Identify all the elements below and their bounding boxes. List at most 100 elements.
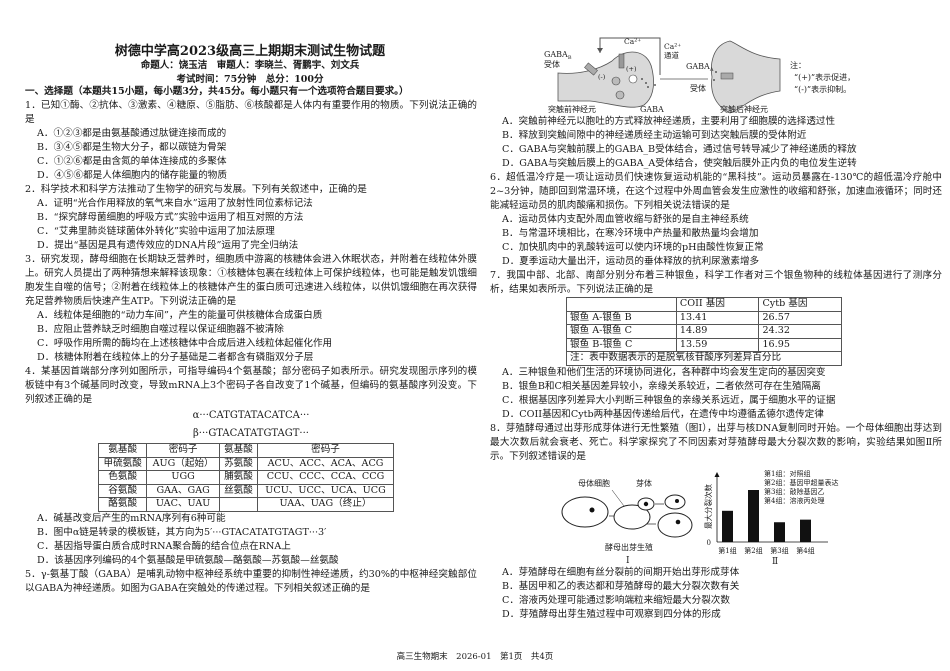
table-cell: CCU、CCC、CCA、CCG (257, 470, 394, 485)
yeast-cell (561, 496, 609, 528)
x-tick-label: 第1组 (718, 546, 736, 555)
table-cell (218, 497, 259, 512)
question-4-options: A．碱基改变后产生的mRNA序列有6种可能 B．图中α链是转录的模板链，其方向为5… (25, 512, 477, 568)
question-7: 7．我国中部、北部、南部分别分布着三种银鱼，科学工作者对三个银鱼物种的线粒体基因… (490, 269, 942, 297)
sequence-beta: β···GTACATATGTAGT··· (193, 428, 309, 439)
question-stem: 2．科学技术和科学方法推动了生物学的研究与发展。下列有关叙述中，正确的是 (25, 184, 367, 195)
answer-option: B．图中α链是转录的模板链，其方向为5′···GTACATATGTAGT···3… (37, 526, 327, 538)
answer-option: D．核糖体附着在线粒体上的分子基础是二者都含有磷脂双分子层 (37, 352, 314, 363)
table-header-cell: 密码子 (146, 443, 220, 458)
y-tick-0: 0 (707, 539, 711, 547)
table-row: 银鱼 A-银鱼 C 14.89 24.32 (566, 324, 842, 339)
answer-option: C．GABA与突触前膜上的GABA_B受体结合，通过信号转导减少了神经递质的释放 (502, 144, 857, 155)
question-5: 5．γ-氨基丁酸（GABA）是哺乳动物中枢神经系统中重要的抑制性神经递质，约30… (25, 568, 477, 596)
answer-option: C．基因指导蛋白质合成时RNA聚合酶的结合位点在RNA上 (37, 540, 291, 552)
question-2: 2．科学技术和科学方法推动了生物学的研究与发展。下列有关叙述中，正确的是 A．证明… (25, 183, 477, 253)
answer-option: B．“探究酵母菌细胞的呼吸方式”实验中运用了相互对照的方法 (37, 212, 304, 223)
bar-group-1 (722, 510, 733, 542)
answer-option: A．碱基改变后产生的mRNA序列有6种可能 (37, 512, 226, 524)
question-8-options: A．芽殖酵母在细胞有丝分裂前的间期开始出芽形成芽体 B．基因甲和乙的表达都和芽殖酵… (490, 566, 942, 622)
answer-option: C．①②⑥都是由含氮的单体连接成的多聚体 (37, 156, 227, 167)
table-row: 银鱼 A-银鱼 B 13.41 26.57 (566, 310, 842, 326)
vesicle-icon (611, 76, 621, 86)
ca-channel-label-2: 通道 (664, 50, 679, 60)
gaba-a-label: GABAA (686, 62, 714, 73)
table-cell: UCU、UCC、UCA、UCG (257, 483, 394, 499)
answer-option: C．根据基因序列差异大小判断三种银鱼的亲缘关系远近，属于细胞水平的证据 (502, 394, 836, 406)
legend-entry: 第1组：对照组 (764, 469, 810, 478)
question-stem: 8．芽殖酵母通过出芽形成芽体进行无性繁殖（图Ⅰ），出芽与核DNA复制同时开始。一… (490, 422, 942, 462)
silverfish-table: COII 基因 Cytb 基因 银鱼 A-银鱼 B 13.41 26.57 银鱼 A-银鱼… (566, 297, 842, 366)
presynaptic-label: 突触前神经元 (548, 104, 596, 114)
table-cell: 26.57 (758, 310, 842, 326)
page-footer: 高三生物期末 2026-01 第1页 共4页 (396, 652, 554, 662)
figure-2-label: Ⅱ (772, 557, 778, 566)
table-cell: 13.41 (675, 310, 760, 326)
answer-option: D．④⑤⑥都是人体细胞内的储存能量的物质 (37, 170, 227, 181)
answer-option: B．③④⑤都是生物大分子，都以碳链为骨架 (37, 142, 227, 153)
gaba-a-receptor-label: 受体 (690, 83, 706, 93)
section-heading: 一、选择题（本题共15小题，每小题3分，共45分。每小题只有一个选项符合题目要求… (25, 86, 409, 97)
inhibition-mark: (-) (598, 73, 606, 81)
budding-figure: 母体细胞 芽体 酵母出芽生殖 Ⅰ (561, 478, 693, 566)
ca-channel-label: Ca²⁺ (664, 42, 681, 51)
answer-option: B．应阻止营养缺乏时细胞自噬过程以保证细胞器不被清除 (37, 324, 284, 335)
table-cell: GAA、GAG (146, 483, 220, 499)
answer-option: B．释放到突触间隙中的神经递质经主动运输可到达突触后膜的受体附近 (502, 130, 807, 141)
mother-cell-label: 母体细胞 (578, 478, 610, 488)
gaba-synapse-figure: Ca²⁺ Ca²⁺ 通道 GABAB 受体 GABAA 受体 (-) (+) G… (544, 37, 855, 114)
answer-option: C．溶液丙处理可能通过影响端粒来缩短最大分裂次数 (502, 594, 730, 606)
question-stem: 1．已知①酶、②抗体、③激素、④糖原、⑤脂肪、⑥核酸都是人体内有重要作用的物质。… (25, 100, 477, 125)
table-header-cell: 氨基酸 (97, 443, 148, 458)
question-7-options: A．三种银鱼和他们生活的环境协同进化，各种群中均会发生定向的基因突变 B．银鱼B和… (490, 366, 942, 422)
right-column: Ca²⁺ Ca²⁺ 通道 GABAB 受体 GABAA 受体 (-) (+) G… (490, 35, 942, 622)
gaba-b-label: GABAB (544, 50, 572, 61)
table-header-cell: Cytb 基因 (758, 297, 842, 312)
mother-cell (613, 504, 651, 530)
table-cell: 银鱼 A-银鱼 C (566, 324, 677, 339)
question-6: 6．超低温冷疗是一项让运动员们快速恢复运动机能的“黑科技”。运动员暴露在-130… (490, 171, 942, 269)
x-tick-label: 第3组 (770, 546, 788, 555)
answer-option: C．“艾弗里肺炎链球菌体外转化”实验中运用了加法原理 (37, 226, 275, 237)
answer-option: D．提出“基因是具有遗传效应的DNA片段”运用了完全归纳法 (37, 240, 299, 251)
answer-option: D．芽殖酵母出芽生殖过程中可观察到四分体的形成 (502, 608, 721, 620)
figure-1-caption: 酵母出芽生殖 (605, 542, 653, 552)
table-row: 谷氨酸 GAA、GAG 丝氨酸 UCU、UCC、UCA、UCG (97, 483, 394, 499)
ca-label: Ca²⁺ (624, 37, 641, 46)
gaba-b-receptor-icon (584, 62, 598, 76)
answer-option: D．夏季运动大量出汗，运动员的垂体释放的抗利尿激素增多 (502, 256, 760, 267)
table-row: 甲硫氨酸 AUG（起始） 苏氨酸 ACU、ACC、ACA、ACG (97, 456, 394, 472)
axis-arrow-icon (714, 471, 720, 477)
legend-entry: 第3组：敲除基因乙 (764, 487, 824, 496)
note-title: 注： (790, 60, 806, 70)
table-cell: 酪氨酸 (97, 497, 148, 512)
answer-option: C．加快肌肉中的乳酸转运可以使内环境的pH由酸性恢复正常 (502, 242, 764, 253)
max-division-chart: 0 最大分裂次数 第1组 第2组 第3组 第4组 第1组：对照组第2组：基因甲超量表达第… (703, 469, 838, 566)
feedback-arrow (599, 37, 661, 75)
x-tick-label: 第2组 (744, 546, 762, 555)
bar-group-4 (800, 519, 811, 542)
table-cell: 色氨酸 (97, 470, 148, 485)
table-cell: AUG（起始） (146, 456, 220, 472)
promotion-mark: (+) (626, 65, 637, 73)
y-axis-label: 最大分裂次数 (703, 483, 713, 528)
question-stem: 6．超低温冷疗是一项让运动员们快速恢复运动机能的“黑科技”。运动员暴露在-130… (490, 172, 942, 211)
answer-option: A．三种银鱼和他们生活的环境协同进化，各种群中均会发生定向的基因突变 (502, 366, 826, 378)
table-cell: 银鱼 A-银鱼 B (566, 310, 677, 326)
sequence-alpha: α···CATGTATACATCA··· (192, 410, 310, 421)
table-cell: 银鱼 B-银鱼 C (566, 337, 677, 353)
bud-label: 芽体 (636, 478, 652, 488)
answer-option: A．突触前神经元以胞吐的方式释放神经递质，主要利用了细胞膜的选择透过性 (502, 116, 836, 127)
question-stem: 4．某基因首端部分序列如图所示，可指导编码4个氨基酸；部分密码子如表所示。研究发… (25, 366, 477, 405)
table-cell: 甲硫氨酸 (97, 456, 148, 472)
ca-channel-icon (618, 53, 625, 69)
postsynaptic-label: 突触后神经元 (720, 104, 768, 114)
answer-option: B．与常温环境相比，在寒冷环境中产热量和散热量均会增加 (502, 228, 759, 239)
table-cell: 苏氨酸 (218, 456, 259, 472)
question-stem: 7．我国中部、北部、南部分别分布着三种银鱼，科学工作者对三个银鱼物种的线粒体基因… (490, 270, 942, 295)
table-row: 银鱼 B-银鱼 C 13.59 16.95 (566, 337, 842, 353)
answer-option: D．COII基因和Cytb两种基因传递给后代，在遗传中均遵循孟德尔遗传定律 (502, 408, 824, 420)
question-4: 4．某基因首端部分序列如图所示，可指导编码4个氨基酸；部分密码子如表所示。研究发… (25, 365, 477, 407)
exam-info: 考试时间：75分钟 总分：100分 (176, 74, 324, 85)
question-8-figures: 母体细胞 芽体 酵母出芽生殖 Ⅰ 0 最大分裂次数 第1组 第2组 第3组 第4组 第1… (560, 466, 942, 566)
